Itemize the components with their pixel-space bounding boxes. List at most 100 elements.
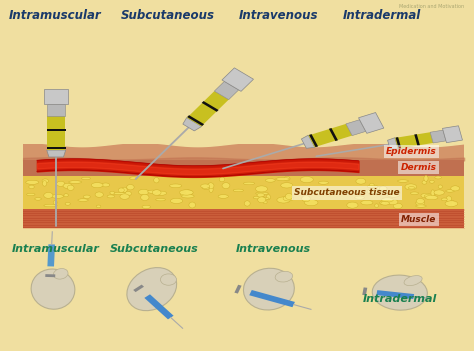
- Polygon shape: [362, 287, 367, 295]
- Text: Muscle: Muscle: [401, 215, 437, 224]
- Ellipse shape: [379, 186, 387, 192]
- Polygon shape: [234, 285, 242, 293]
- Polygon shape: [395, 132, 433, 149]
- Ellipse shape: [110, 191, 115, 194]
- Ellipse shape: [69, 181, 82, 184]
- Polygon shape: [301, 135, 315, 148]
- Text: Subcutaneous tissue: Subcutaneous tissue: [294, 188, 400, 198]
- Polygon shape: [388, 138, 398, 149]
- Ellipse shape: [156, 198, 165, 201]
- Ellipse shape: [43, 181, 46, 186]
- Polygon shape: [46, 147, 66, 150]
- Ellipse shape: [438, 185, 442, 188]
- Ellipse shape: [263, 200, 267, 204]
- Polygon shape: [414, 134, 420, 146]
- Ellipse shape: [257, 193, 264, 197]
- Ellipse shape: [202, 186, 210, 189]
- Ellipse shape: [29, 185, 34, 189]
- Ellipse shape: [369, 183, 374, 188]
- Ellipse shape: [302, 196, 310, 202]
- Ellipse shape: [107, 195, 115, 198]
- Ellipse shape: [31, 269, 75, 309]
- Ellipse shape: [266, 194, 270, 200]
- Ellipse shape: [209, 186, 213, 192]
- Ellipse shape: [451, 201, 455, 206]
- Ellipse shape: [285, 193, 293, 199]
- Ellipse shape: [102, 183, 109, 187]
- Polygon shape: [45, 274, 55, 277]
- Text: Subcutaneous: Subcutaneous: [121, 9, 215, 22]
- Ellipse shape: [219, 177, 225, 182]
- Ellipse shape: [208, 183, 214, 189]
- Ellipse shape: [222, 183, 230, 188]
- Polygon shape: [376, 290, 414, 299]
- Ellipse shape: [258, 197, 269, 200]
- Ellipse shape: [326, 193, 331, 196]
- Ellipse shape: [446, 190, 455, 192]
- Polygon shape: [329, 128, 338, 141]
- Ellipse shape: [374, 204, 378, 207]
- Ellipse shape: [83, 195, 91, 198]
- Text: Intramuscular: Intramuscular: [11, 244, 99, 254]
- Ellipse shape: [170, 198, 183, 204]
- Ellipse shape: [181, 192, 186, 197]
- Ellipse shape: [373, 191, 380, 194]
- Ellipse shape: [424, 194, 435, 198]
- Text: Intramuscular: Intramuscular: [9, 9, 101, 22]
- Ellipse shape: [118, 188, 124, 192]
- Polygon shape: [442, 126, 463, 143]
- Ellipse shape: [387, 192, 400, 197]
- Ellipse shape: [122, 187, 127, 193]
- Ellipse shape: [429, 180, 434, 183]
- Ellipse shape: [422, 180, 427, 184]
- Text: Intradermal: Intradermal: [363, 294, 437, 304]
- Ellipse shape: [304, 200, 318, 206]
- Polygon shape: [249, 290, 295, 307]
- Ellipse shape: [382, 198, 393, 202]
- Ellipse shape: [44, 204, 57, 207]
- Ellipse shape: [356, 178, 366, 184]
- Ellipse shape: [367, 185, 378, 188]
- Polygon shape: [346, 120, 366, 135]
- Ellipse shape: [319, 181, 328, 184]
- Ellipse shape: [201, 184, 210, 188]
- Text: Subcutaneous: Subcutaneous: [109, 244, 199, 254]
- Polygon shape: [309, 134, 318, 147]
- Ellipse shape: [388, 199, 398, 205]
- Ellipse shape: [91, 183, 103, 188]
- Ellipse shape: [127, 185, 134, 190]
- Ellipse shape: [314, 191, 319, 195]
- Bar: [23, 209, 464, 228]
- Ellipse shape: [255, 192, 268, 194]
- Ellipse shape: [154, 178, 159, 183]
- Ellipse shape: [281, 183, 293, 188]
- Ellipse shape: [277, 197, 290, 203]
- Polygon shape: [47, 244, 55, 266]
- Ellipse shape: [95, 192, 103, 197]
- Text: Intravenous: Intravenous: [238, 9, 318, 22]
- Ellipse shape: [372, 275, 428, 310]
- Ellipse shape: [298, 190, 306, 192]
- Ellipse shape: [182, 194, 194, 198]
- Polygon shape: [133, 285, 144, 292]
- Ellipse shape: [361, 200, 373, 205]
- Ellipse shape: [404, 276, 422, 286]
- Ellipse shape: [152, 190, 161, 195]
- Ellipse shape: [170, 184, 182, 187]
- Polygon shape: [202, 101, 219, 112]
- Ellipse shape: [26, 180, 39, 184]
- Polygon shape: [44, 88, 68, 104]
- Ellipse shape: [283, 196, 293, 201]
- Ellipse shape: [233, 189, 244, 192]
- Ellipse shape: [64, 194, 68, 197]
- Ellipse shape: [410, 192, 419, 194]
- Ellipse shape: [431, 190, 435, 196]
- Ellipse shape: [155, 191, 167, 195]
- Ellipse shape: [435, 176, 441, 179]
- Ellipse shape: [53, 200, 57, 205]
- Ellipse shape: [78, 199, 88, 201]
- Ellipse shape: [189, 202, 195, 208]
- Ellipse shape: [96, 205, 101, 207]
- Polygon shape: [145, 294, 173, 319]
- Ellipse shape: [120, 194, 129, 199]
